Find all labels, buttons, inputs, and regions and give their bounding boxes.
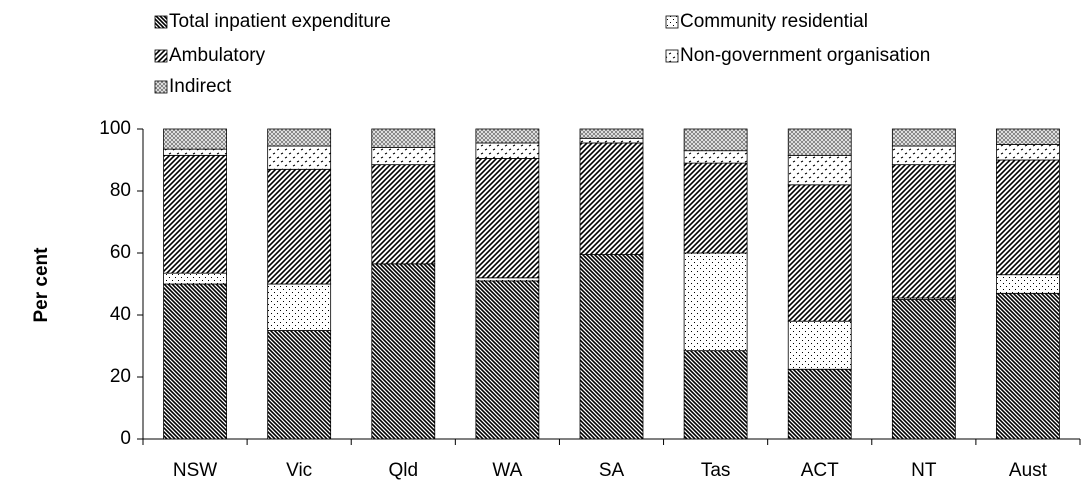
bar-segment xyxy=(475,280,540,440)
bar-segment xyxy=(891,128,956,147)
x-tick-label: NT xyxy=(911,460,937,481)
y-tick-label: 60 xyxy=(110,242,131,263)
x-tick-label: Vic xyxy=(286,460,312,481)
x-tick-label: NSW xyxy=(173,460,217,481)
bar-segment xyxy=(996,292,1060,440)
x-tick-label: ACT xyxy=(801,460,839,481)
bar-segment xyxy=(579,137,644,144)
bar-segment xyxy=(996,144,1060,161)
bar-segment xyxy=(267,128,332,147)
bar-segment xyxy=(371,263,436,440)
legend-swatch xyxy=(665,15,679,29)
bar-segment xyxy=(475,158,540,279)
x-tick-label: WA xyxy=(492,460,522,481)
bar-segment xyxy=(683,350,748,440)
x-tick-label: Tas xyxy=(701,460,731,481)
bar-segment xyxy=(787,320,852,370)
bar-segment xyxy=(475,142,540,159)
bar-segment xyxy=(996,128,1060,145)
bar-segment xyxy=(579,128,644,139)
legend-label: Non-government organisation xyxy=(680,45,930,66)
bar-segment xyxy=(891,164,956,299)
bar-segment xyxy=(787,154,852,186)
bar-segment xyxy=(371,147,436,166)
bar-segment xyxy=(163,128,227,150)
legend-label: Community residential xyxy=(680,11,868,32)
y-tick-label: 0 xyxy=(120,428,131,449)
bar-segment xyxy=(163,148,227,156)
bar-segment xyxy=(683,128,748,152)
bar-segment xyxy=(267,283,332,331)
bar-segment xyxy=(371,164,436,265)
bar-segment xyxy=(579,142,644,255)
legend-swatch xyxy=(154,80,168,94)
legend-swatch xyxy=(154,15,168,29)
y-tick-label: 40 xyxy=(110,304,131,325)
bar-segment xyxy=(267,145,332,170)
x-tick-label: SA xyxy=(599,460,625,481)
bar-segment xyxy=(475,128,540,144)
legend-label: Ambulatory xyxy=(169,45,266,66)
bar-segment xyxy=(579,254,644,440)
y-tick-label: 20 xyxy=(110,366,131,387)
bar-segment xyxy=(267,330,332,440)
bar-segment xyxy=(163,272,227,285)
bar-segment xyxy=(891,299,956,440)
legend-label: Total inpatient expenditure xyxy=(169,11,391,32)
legend-label: Indirect xyxy=(169,76,232,97)
legend-swatch xyxy=(154,49,168,63)
bar-segment xyxy=(996,159,1060,276)
bar-segment xyxy=(996,274,1060,294)
bar-segment xyxy=(267,168,332,285)
y-tick-label: 80 xyxy=(110,180,131,201)
legend-swatch xyxy=(665,49,679,63)
bar-segment xyxy=(163,154,227,274)
bar-segment xyxy=(787,128,852,156)
bar-segment xyxy=(787,184,852,322)
bar-segment xyxy=(683,162,748,254)
x-tick-label: Aust xyxy=(1009,460,1048,481)
y-axis-title: Per cent xyxy=(31,247,52,323)
bar-segment xyxy=(475,277,540,282)
bar-segment xyxy=(683,252,748,352)
bar-segment xyxy=(787,368,852,440)
y-tick-label: 100 xyxy=(99,118,131,139)
bar-segment xyxy=(891,145,956,166)
x-tick-label: Qld xyxy=(388,460,418,481)
bar-segment xyxy=(163,283,227,440)
bar-segment xyxy=(371,128,436,149)
bar-segment xyxy=(683,150,748,164)
